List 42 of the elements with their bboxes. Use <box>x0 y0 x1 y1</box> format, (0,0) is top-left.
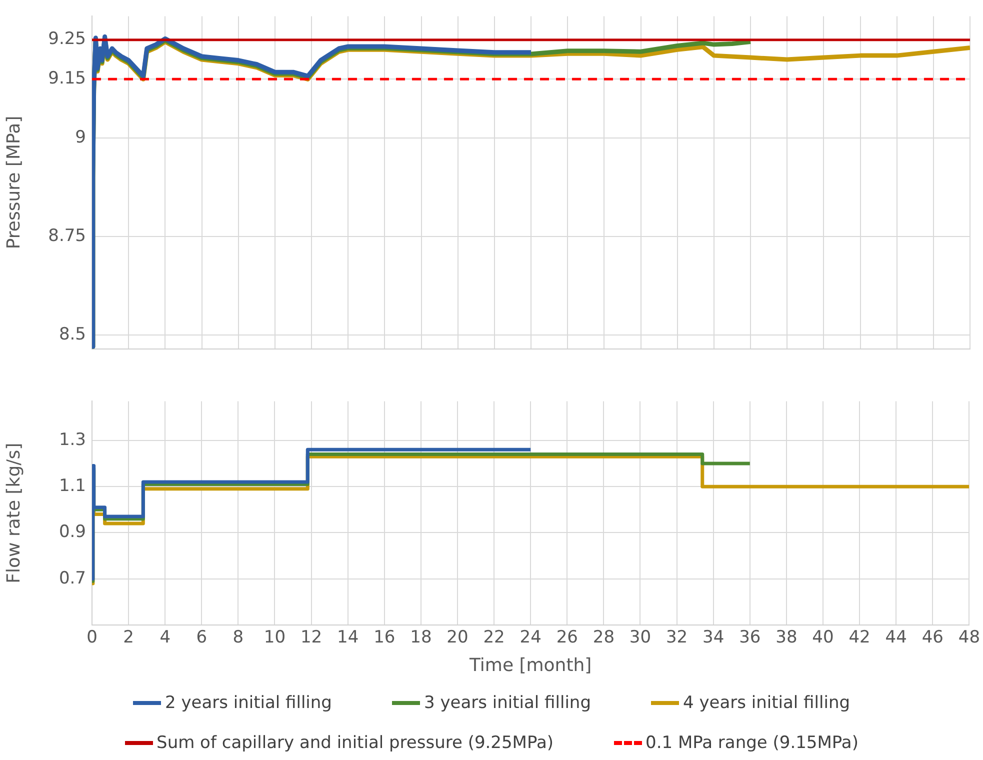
y-tick-label: 8.75 <box>48 226 86 246</box>
x-tick-label: 22 <box>483 628 505 648</box>
x-tick-label: 4 <box>160 628 171 648</box>
x-tick-label: 26 <box>556 628 578 648</box>
x-tick-label: 42 <box>848 628 870 648</box>
legend-label: Sum of capillary and initial pressure (9.25MPa) <box>156 733 554 753</box>
y-tick-label: 1.1 <box>58 476 86 496</box>
x-tick-label: 48 <box>958 628 980 648</box>
y-tick-label: 1.3 <box>58 430 86 450</box>
x-tick-label: 14 <box>337 628 359 648</box>
y-tick-label: 9 <box>75 128 86 148</box>
x-tick-label: 2 <box>123 628 134 648</box>
x-tick-label: 18 <box>410 628 432 648</box>
x-tick-label: 28 <box>592 628 615 648</box>
x-tick-label: 46 <box>922 628 944 648</box>
x-axis-title: Time [month] <box>468 654 592 676</box>
x-tick-label: 16 <box>374 628 396 648</box>
x-tick-label: 32 <box>666 628 688 648</box>
x-tick-label: 24 <box>520 628 542 648</box>
x-tick-label: 10 <box>264 628 286 648</box>
x-tick-label: 6 <box>196 628 208 648</box>
x-tick-label: 36 <box>739 628 761 648</box>
legend-label: 2 years initial filling <box>164 693 332 713</box>
y-tick-label: 8.5 <box>58 324 86 344</box>
x-tick-label: 0 <box>86 628 98 648</box>
x-tick-label: 8 <box>232 628 244 648</box>
y-axis-title: Flow rate [kg/s] <box>3 442 24 584</box>
legend-label: 3 years initial filling <box>424 693 591 713</box>
legend-label: 0.1 MPa range (9.15MPa) <box>646 733 858 753</box>
y-tick-label: 0.7 <box>58 568 86 588</box>
y-axis-title: Pressure [MPa] <box>3 116 24 250</box>
legend-label: 4 years initial filling <box>683 693 850 713</box>
x-tick-label: 40 <box>812 628 834 648</box>
y-tick-label: 0.9 <box>58 522 86 542</box>
x-tick-label: 12 <box>300 628 322 648</box>
x-tick-label: 44 <box>885 628 907 648</box>
y-tick-label: 9.25 <box>48 29 86 50</box>
x-tick-label: 34 <box>702 628 724 648</box>
x-tick-label: 30 <box>629 628 652 648</box>
x-tick-label: 20 <box>446 628 468 648</box>
y-tick-label: 9.15 <box>48 68 86 89</box>
x-tick-label: 38 <box>776 628 798 648</box>
